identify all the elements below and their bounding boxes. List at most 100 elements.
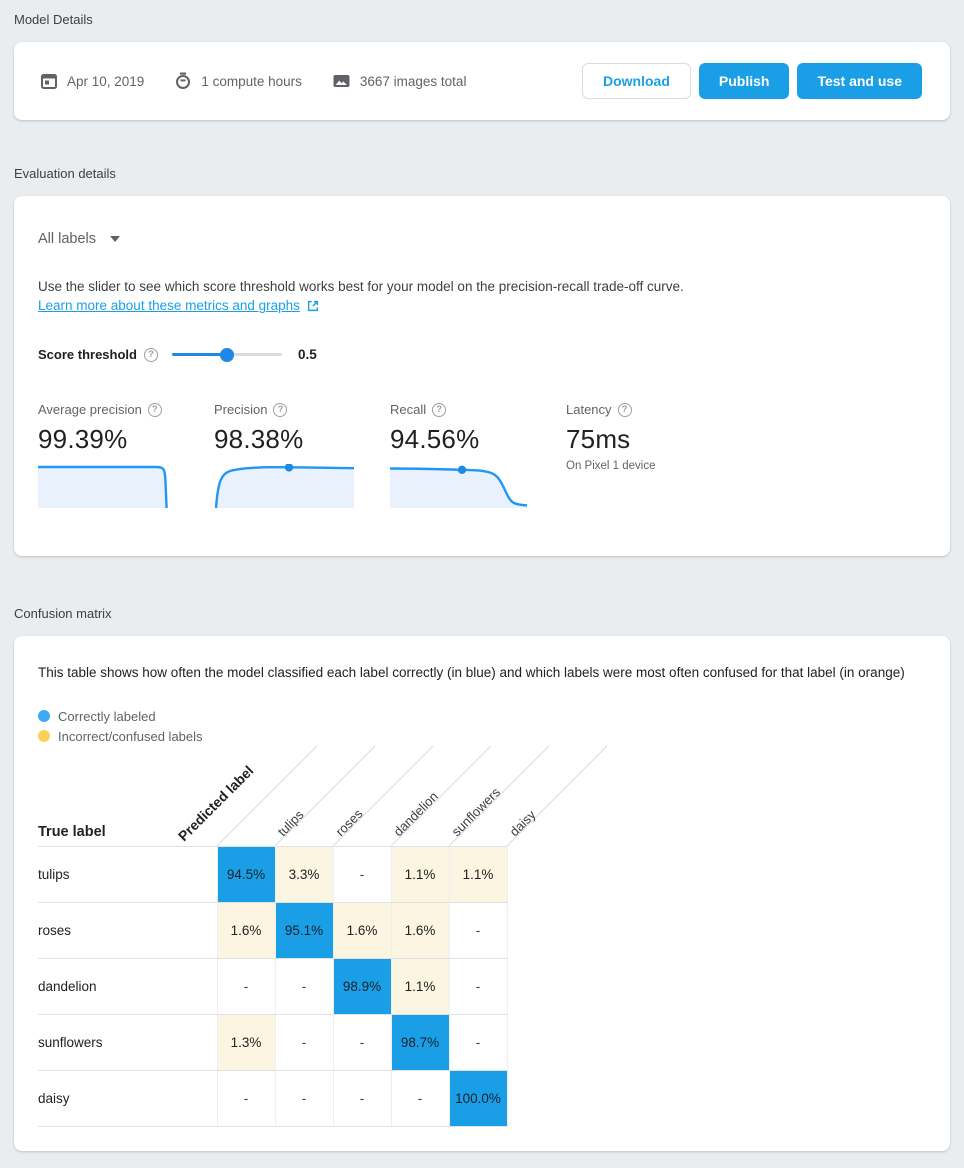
precision-value: 98.38% <box>214 424 304 454</box>
test-and-use-button[interactable]: Test and use <box>797 63 922 99</box>
precision-metric: Precision 98.38% <box>214 402 390 508</box>
matrix-cell-roses-roses: 95.1% <box>274 902 334 959</box>
recall-label: Recall <box>390 402 427 417</box>
average-precision-label: Average precision <box>38 402 142 417</box>
labels-filter-value: All labels <box>38 231 97 247</box>
true-label-daisy: daisy <box>38 1070 217 1127</box>
confusion-matrix-section-title: Confusion matrix <box>14 606 112 621</box>
confused-legend-dot-icon <box>38 730 50 742</box>
matrix-cell-daisy-sunflowers: - <box>390 1070 450 1127</box>
matrix-cell-dandelion-daisy: - <box>448 958 508 1015</box>
predicted-label-diagonal-header: Predicted label tulips roses dandelion s… <box>175 745 608 847</box>
score-threshold-help-icon[interactable] <box>143 347 158 362</box>
external-link-icon <box>307 300 318 311</box>
publish-button[interactable]: Publish <box>698 63 790 99</box>
correct-legend-dot-icon <box>38 710 50 722</box>
matrix-cell-tulips-sunflowers: 1.1% <box>390 846 450 903</box>
learn-more-link-text: Learn more about these metrics and graph… <box>38 298 300 313</box>
column-header-sunflowers: sunflowers <box>449 784 504 839</box>
recall-threshold-point <box>457 465 467 474</box>
precision-sparkline-chart <box>214 464 354 508</box>
latency-label: Latency <box>566 402 612 417</box>
matrix-row-dandelion: dandelion - -98.9% 1.1% - <box>38 958 508 1015</box>
recall-metric: Recall 94.56% <box>390 402 566 508</box>
calendar-icon <box>41 74 57 89</box>
matrix-row-daisy: daisy - - - -100.0% <box>38 1070 508 1127</box>
created-date-item: Apr 10, 2019 <box>40 72 144 90</box>
slider-fill <box>171 353 227 356</box>
created-date: Apr 10, 2019 <box>67 73 145 89</box>
true-label-header: True label <box>38 824 106 840</box>
matrix-row-sunflowers: sunflowers 1.3% - -98.7% - <box>38 1014 508 1071</box>
column-header-dandelion: dandelion <box>391 789 441 839</box>
average-precision-help-icon[interactable] <box>147 402 162 417</box>
precision-threshold-point <box>284 464 294 472</box>
legend-confused: Incorrect/confused labels <box>38 726 926 746</box>
model-details-card: Apr 10, 2019 1 compute hours 3667 images… <box>14 42 950 120</box>
matrix-cell-tulips-daisy: 1.1% <box>448 846 508 903</box>
matrix-row-roses: roses 1.6% 95.1% 1.6% 1.6% - <box>38 902 508 959</box>
average-precision-metric: Average precision 99.39% <box>38 402 214 508</box>
matrix-cell-sunflowers-sunflowers: 98.7% <box>390 1014 450 1071</box>
column-header-roses: roses <box>333 806 366 839</box>
true-label-dandelion: dandelion <box>38 958 217 1015</box>
legend-correct-label: Correctly labeled <box>58 708 156 724</box>
matrix-cell-tulips-tulips: 94.5% <box>216 846 276 903</box>
latency-help-icon[interactable] <box>617 402 632 417</box>
matrix-cell-sunflowers-roses: - <box>274 1014 334 1071</box>
matrix-cell-dandelion-sunflowers: 1.1% <box>390 958 450 1015</box>
metrics-row: Average precision 99.39% Precision 98.38… <box>38 402 926 508</box>
score-threshold-slider[interactable] <box>171 347 282 362</box>
matrix-cell-sunflowers-dandelion: - <box>332 1014 392 1071</box>
confusion-matrix-description: This table shows how often the model cla… <box>38 665 905 680</box>
matrix-cell-dandelion-roses: - <box>274 958 334 1015</box>
evaluation-card: All labels Use the slider to see which s… <box>14 196 950 556</box>
learn-more-link[interactable]: Learn more about these metrics and graph… <box>38 298 320 313</box>
predicted-label-text: Predicted label <box>175 762 257 844</box>
matrix-cell-roses-tulips: 1.6% <box>216 902 276 959</box>
latency-value: 75ms <box>566 424 631 454</box>
precision-help-icon[interactable] <box>273 402 288 417</box>
matrix-cell-daisy-dandelion: - <box>332 1070 392 1127</box>
labels-filter-dropdown[interactable]: All labels <box>38 231 121 247</box>
matrix-cell-daisy-tulips: - <box>216 1070 276 1127</box>
matrix-cell-sunflowers-tulips: 1.3% <box>216 1014 276 1071</box>
evaluation-section-title: Evaluation details <box>14 166 116 181</box>
matrix-cell-daisy-roses: - <box>274 1070 334 1127</box>
model-details-section-title: Model Details <box>14 12 93 27</box>
images-total-item: 3667 images total <box>332 72 466 90</box>
score-threshold-value: 0.5 <box>297 347 317 362</box>
chevron-down-icon <box>110 236 121 242</box>
score-threshold-label: Score threshold <box>38 347 137 362</box>
matrix-cell-roses-daisy: - <box>448 902 508 959</box>
true-label-sunflowers: sunflowers <box>38 1014 217 1071</box>
matrix-cell-sunflowers-daisy: - <box>448 1014 508 1071</box>
legend-correct: Correctly labeled <box>38 706 926 726</box>
confusion-matrix-table: tulips 94.5% 3.3% -1.1% 1.1% roses 1.6% 95.1% 1.… <box>38 846 508 1127</box>
timer-icon <box>176 72 191 89</box>
download-button[interactable]: Download <box>582 63 691 99</box>
recall-help-icon[interactable] <box>432 402 447 417</box>
recall-sparkline-chart <box>390 465 528 508</box>
matrix-cell-tulips-dandelion: - <box>332 846 392 903</box>
matrix-cell-daisy-daisy: 100.0% <box>448 1070 508 1127</box>
matrix-cell-dandelion-dandelion: 98.9% <box>332 958 392 1015</box>
evaluation-description: Use the slider to see which score thresh… <box>38 279 684 294</box>
matrix-cell-roses-dandelion: 1.6% <box>332 902 392 959</box>
column-header-daisy: daisy <box>507 807 539 839</box>
matrix-cell-dandelion-tulips: - <box>216 958 276 1015</box>
matrix-cell-roses-sunflowers: 1.6% <box>390 902 450 959</box>
compute-hours: 1 compute hours <box>201 73 302 89</box>
precision-label: Precision <box>214 402 268 417</box>
matrix-cell-tulips-roses: 3.3% <box>274 846 334 903</box>
score-threshold-row: Score threshold 0.5 <box>38 347 926 362</box>
confusion-matrix-legend: Correctly labeled Incorrect/confused lab… <box>38 706 926 746</box>
average-precision-value: 99.39% <box>38 424 128 454</box>
slider-thumb[interactable] <box>219 347 234 362</box>
matrix-row-tulips: tulips 94.5% 3.3% -1.1% 1.1% <box>38 846 508 903</box>
compute-hours-item: 1 compute hours <box>174 72 302 90</box>
legend-confused-label: Incorrect/confused labels <box>58 728 203 744</box>
recall-value: 94.56% <box>390 424 480 454</box>
average-precision-sparkline-chart <box>38 465 168 508</box>
latency-metric: Latency 75ms On Pixel 1 device <box>566 402 742 508</box>
